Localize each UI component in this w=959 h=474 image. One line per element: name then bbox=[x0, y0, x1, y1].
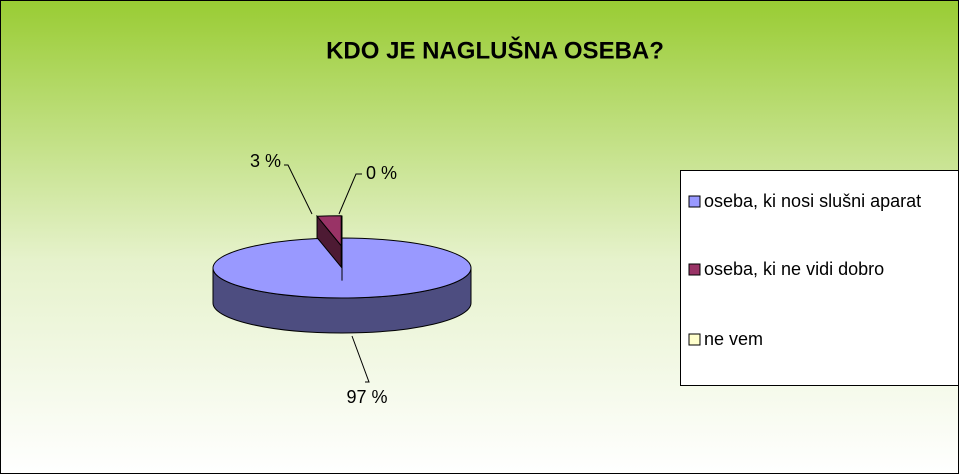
leader-line bbox=[351, 335, 370, 383]
legend-label: oseba, ki nosi slušni aparat bbox=[704, 191, 921, 211]
legend-box bbox=[680, 170, 959, 386]
legend-swatch bbox=[688, 263, 701, 276]
legend-swatch bbox=[688, 195, 701, 208]
leader-line bbox=[338, 173, 362, 215]
data-label: 97 % bbox=[346, 387, 387, 407]
legend-label: oseba, ki ne vidi dobro bbox=[704, 259, 884, 279]
leader-line bbox=[284, 164, 313, 215]
legend-label: ne vem bbox=[704, 329, 763, 349]
legend-swatch bbox=[688, 333, 701, 346]
chart-title: KDO JE NAGLUŠNA OSEBA? bbox=[326, 36, 664, 64]
pie bbox=[212, 214, 472, 334]
data-label: 0 % bbox=[366, 163, 397, 183]
data-label: 3 % bbox=[250, 151, 281, 171]
pie-slice bbox=[316, 215, 342, 248]
